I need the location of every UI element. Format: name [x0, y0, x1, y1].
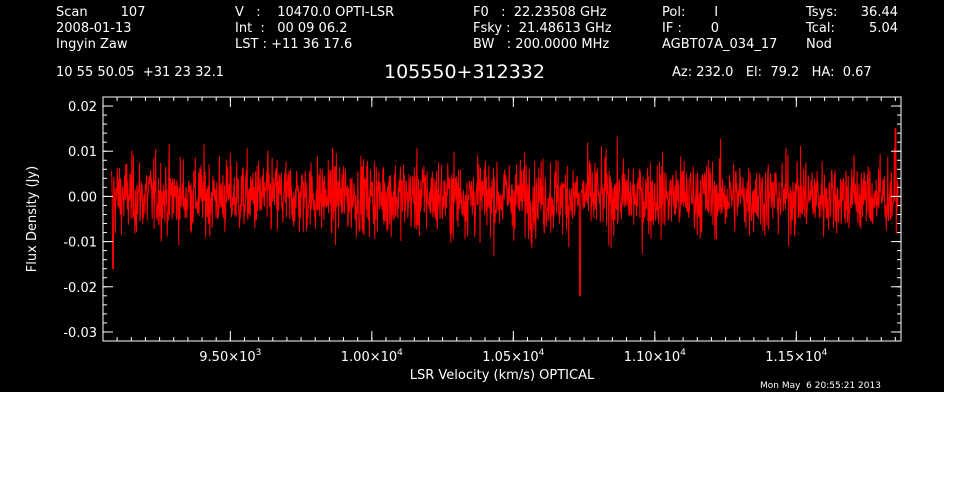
header-observer: Ingyin Zaw — [56, 37, 128, 52]
axes-group — [102, 96, 902, 342]
y-tick-label: 0.01 — [68, 145, 97, 160]
header-date: 2008-01-13 — [56, 21, 132, 36]
header-tsys-value: 36.44 — [860, 5, 898, 20]
timestamp: Mon May 6 20:55:21 2013 — [760, 381, 881, 391]
header-scan: Scan 107 — [56, 5, 146, 20]
y-tick-label: -0.03 — [63, 326, 97, 341]
x-axis-title: LSR Velocity (km/s) OPTICAL — [410, 368, 595, 383]
y-tick-label: 0.00 — [68, 190, 97, 205]
y-axis-title: Flux Density (Jy) — [25, 166, 40, 272]
header-integration: Int : 00 09 06.2 — [235, 21, 348, 36]
x-tick-label: 1.15×104 — [765, 348, 827, 365]
y-tick-label: 0.02 — [68, 100, 97, 115]
header-tcal-value: 5.04 — [869, 21, 898, 36]
x-tick-label: 1.10×104 — [624, 348, 686, 365]
y-tick-label: -0.01 — [63, 236, 97, 251]
spectrum-series-line — [110, 128, 899, 297]
header-tsys-label: Tsys: — [806, 5, 838, 20]
plot-frame — [102, 96, 902, 342]
x-tick-label: 1.00×104 — [341, 348, 403, 365]
y-tick-label: -0.02 — [63, 281, 97, 296]
spectrum-trace-group — [110, 128, 899, 297]
header-sky-freq: Fsky : 21.48613 GHz — [473, 21, 612, 36]
header-pointing: Az: 232.0 El: 79.2 HA: 0.67 — [672, 65, 872, 80]
header-tcal-label: Tcal: — [806, 21, 835, 36]
header-if: IF : 0 — [662, 21, 720, 36]
labels-group: 0.02 0.01 0.00 -0.01 -0.02 -0.03 9.50×103 1.00×… — [25, 100, 828, 383]
x-tick-label: 9.50×103 — [199, 348, 261, 365]
header-project: AGBT07A_034_17 — [662, 37, 778, 52]
header-procedure: Nod — [806, 37, 832, 52]
header-pol: Pol: I — [662, 5, 719, 20]
header-rest-freq: F0 : 22.23508 GHz — [473, 5, 607, 20]
header-coordinates: 10 55 50.05 +31 23 32.1 — [56, 65, 225, 80]
header-bandwidth: BW : 200.0000 MHz — [473, 37, 610, 52]
header-velocity: V : 10470.0 OPTI-LSR — [235, 5, 395, 20]
x-tick-label: 1.05×104 — [482, 348, 544, 365]
source-name: 105550+312332 — [384, 61, 545, 83]
header-lst: LST : +11 36 17.6 — [235, 37, 353, 52]
spectrum-chart: 0.02 0.01 0.00 -0.01 -0.02 -0.03 9.50×103 1.00×… — [25, 96, 902, 383]
